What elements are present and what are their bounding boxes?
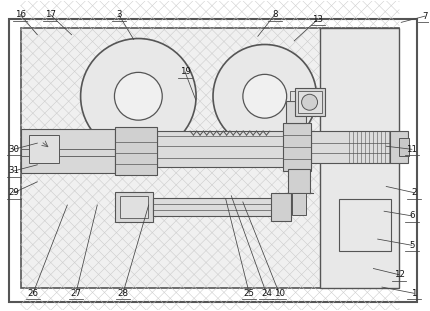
Text: 10: 10 [274,289,285,298]
Bar [283,123,310,171]
Text: 19: 19 [180,67,190,77]
Text: 27: 27 [71,289,81,298]
Text: 7: 7 [422,12,427,21]
Bar [115,192,153,222]
Bar [21,28,399,288]
Text: 6: 6 [409,211,415,220]
Circle shape [213,44,316,148]
Text: 25: 25 [244,289,255,298]
Bar [288,169,310,193]
Text: 26: 26 [28,289,39,298]
Bar [319,28,399,288]
Bar [390,131,408,163]
Text: 3: 3 [116,10,121,19]
Bar [399,138,409,156]
Text: 24: 24 [261,289,272,298]
Text: 16: 16 [15,10,26,19]
Bar [310,131,390,163]
Circle shape [80,39,196,154]
Text: 29: 29 [8,188,19,197]
Text: 8: 8 [272,10,278,19]
Bar [292,193,306,215]
Bar [115,127,157,175]
Text: 31: 31 [8,166,19,175]
Bar [29,135,59,163]
Bar [290,91,301,101]
Circle shape [114,72,162,120]
Bar [120,196,148,218]
Text: 5: 5 [409,241,415,250]
Bar [339,199,391,251]
Bar [157,131,292,167]
Bar [271,193,291,221]
Text: 28: 28 [117,289,129,298]
Text: 30: 30 [8,145,19,154]
Text: 17: 17 [45,10,56,19]
Circle shape [301,94,317,110]
Text: 12: 12 [393,270,405,279]
Bar [21,129,115,173]
Bar [286,101,306,123]
Text: 1: 1 [412,289,417,298]
Text: 2: 2 [412,188,417,197]
Bar [153,198,273,216]
Text: 13: 13 [312,15,323,24]
Bar [295,88,325,116]
Bar [298,91,322,113]
Text: 11: 11 [406,145,418,154]
Circle shape [243,74,287,118]
